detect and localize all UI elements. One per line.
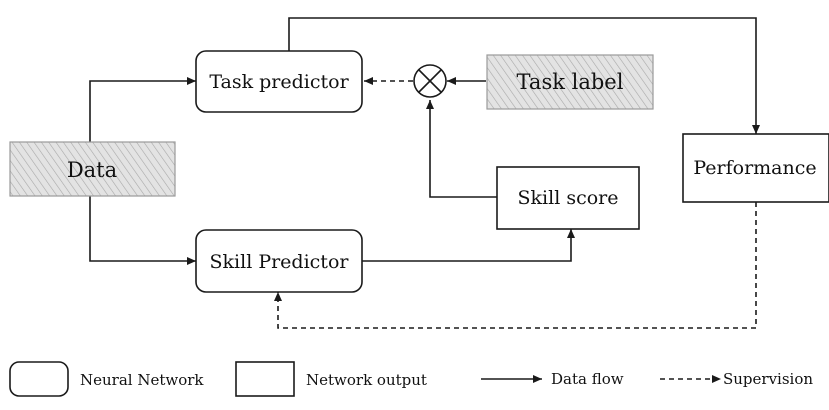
- edge-task-predictor-to-performance: [288, 17, 760, 134]
- legend: Neural Network Network output Data flow …: [9, 361, 813, 397]
- node-skill-predictor-label: Skill Predictor: [210, 251, 350, 273]
- legend-network-output-label: Network output: [306, 371, 427, 389]
- node-data-label: Data: [67, 158, 117, 182]
- node-task-predictor-label: Task predictor: [209, 71, 349, 93]
- node-task-predictor: Task predictor: [195, 50, 363, 113]
- node-data: Data: [9, 141, 176, 197]
- legend-neural-network: Neural Network: [9, 361, 204, 397]
- node-performance: Performance: [682, 133, 829, 203]
- legend-square-box-icon: [235, 361, 295, 397]
- node-performance-label: Performance: [693, 157, 816, 179]
- legend-network-output: Network output: [235, 361, 427, 397]
- node-task-label: Task label: [486, 54, 654, 110]
- legend-neural-network-label: Neural Network: [80, 371, 204, 389]
- node-task-label-label: Task label: [517, 70, 624, 94]
- legend-supervision-label: Supervision: [723, 370, 813, 388]
- legend-supervision: Supervision: [660, 370, 813, 388]
- edge-performance-to-skill-predictor: [274, 202, 757, 329]
- edge-data-to-task-predictor: [89, 77, 196, 142]
- edge-skill-score-to-multiply: [426, 100, 497, 198]
- edge-skill-predictor-to-skill-score: [361, 229, 575, 262]
- legend-rounded-box-icon: [9, 361, 69, 397]
- node-skill-score: Skill score: [496, 166, 640, 230]
- legend-data-flow-label: Data flow: [551, 370, 624, 388]
- legend-data-flow: Data flow: [481, 370, 624, 388]
- multiply-circle-icon: [413, 64, 447, 98]
- node-skill-score-label: Skill score: [518, 187, 619, 209]
- edge-data-to-skill-predictor: [89, 196, 196, 265]
- node-skill-predictor: Skill Predictor: [195, 229, 363, 293]
